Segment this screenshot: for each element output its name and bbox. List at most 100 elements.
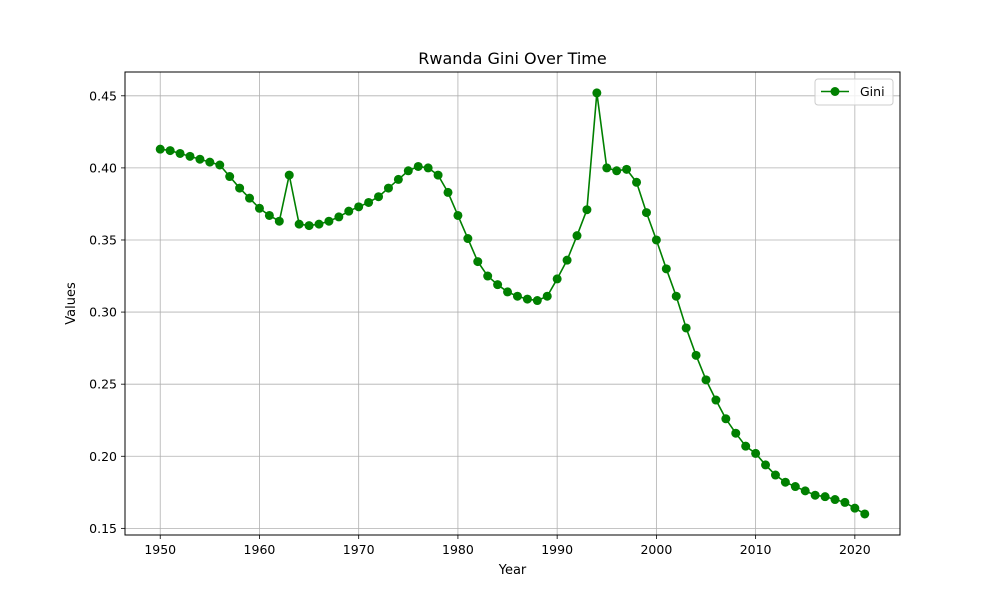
data-point <box>512 291 522 301</box>
data-point <box>770 470 780 480</box>
x-axis-label: Year <box>498 563 527 578</box>
data-point <box>711 395 721 405</box>
data-point <box>483 271 493 281</box>
data-point <box>810 490 820 500</box>
y-axis-label: Values <box>64 282 79 325</box>
data-point <box>235 183 245 193</box>
data-point <box>701 375 711 385</box>
data-point <box>155 144 165 154</box>
data-point <box>632 177 642 187</box>
data-point <box>245 193 255 203</box>
data-point <box>264 210 274 220</box>
data-point <box>503 287 513 297</box>
data-point <box>175 148 185 158</box>
data-point <box>671 291 681 301</box>
data-point <box>612 166 622 176</box>
data-point <box>622 164 632 174</box>
data-point <box>344 206 354 216</box>
data-point <box>800 486 810 496</box>
data-point <box>761 460 771 470</box>
data-point <box>493 280 503 290</box>
data-point <box>582 205 592 215</box>
legend-box <box>814 78 894 106</box>
data-point <box>562 255 572 265</box>
data-point <box>790 482 800 492</box>
data-point <box>443 187 453 197</box>
data-point <box>254 203 264 213</box>
data-point <box>681 323 691 333</box>
data-point <box>731 428 741 438</box>
data-point <box>185 151 195 161</box>
legend-label-gini: Gini <box>860 84 885 99</box>
data-point <box>334 212 344 222</box>
data-point <box>274 216 284 226</box>
data-point <box>780 477 790 487</box>
data-point <box>830 495 840 505</box>
data-point <box>284 170 294 180</box>
data-point <box>403 166 413 176</box>
data-point <box>205 157 215 167</box>
x-tick-label: 1980 <box>442 542 474 557</box>
x-tick-label: 1970 <box>343 542 375 557</box>
data-point <box>592 88 602 98</box>
legend-marker-swatch <box>830 87 840 96</box>
y-tick-label: 0.30 <box>89 305 117 320</box>
data-point <box>572 231 582 241</box>
data-point <box>165 146 175 156</box>
chart-title: Rwanda Gini Over Time <box>418 49 606 68</box>
data-point <box>840 497 850 507</box>
x-axis-ticks: 1950 1960 1970 1980 1990 2000 2010 2020 <box>144 535 871 557</box>
data-point <box>324 216 334 226</box>
series-gini <box>155 88 870 519</box>
data-point <box>751 448 761 458</box>
data-point <box>225 172 235 182</box>
y-tick-label: 0.15 <box>89 521 117 536</box>
data-point <box>195 154 205 164</box>
data-point <box>651 235 661 245</box>
data-point <box>661 264 671 274</box>
data-point <box>552 274 562 284</box>
data-point <box>354 202 364 212</box>
data-point <box>532 296 542 306</box>
x-tick-label: 2000 <box>640 542 672 557</box>
data-point <box>602 163 612 173</box>
data-point <box>820 492 830 502</box>
x-tick-label: 1990 <box>541 542 573 557</box>
data-point <box>374 192 384 202</box>
x-tick-label: 1960 <box>244 542 276 557</box>
data-point <box>860 509 870 519</box>
y-tick-label: 0.40 <box>89 160 117 175</box>
data-point <box>691 350 701 360</box>
grid <box>125 72 900 535</box>
data-point <box>364 197 374 207</box>
legend: Gini <box>814 78 894 106</box>
x-tick-label: 2020 <box>839 542 871 557</box>
data-point <box>453 210 463 220</box>
y-axis-ticks: 0.15 0.20 0.25 0.30 0.35 0.40 0.45 <box>89 88 125 536</box>
data-point <box>294 219 304 229</box>
data-point <box>314 219 324 229</box>
data-point <box>463 234 473 244</box>
data-point <box>304 221 314 231</box>
data-point <box>215 160 225 170</box>
data-point <box>393 174 403 184</box>
data-point <box>423 163 433 173</box>
data-point <box>433 170 443 180</box>
y-tick-label: 0.25 <box>89 377 117 392</box>
x-tick-label: 2010 <box>740 542 772 557</box>
data-point <box>522 294 532 304</box>
data-point <box>473 257 483 267</box>
y-tick-label: 0.20 <box>89 449 117 464</box>
data-point <box>721 414 731 424</box>
x-tick-label: 1950 <box>144 542 176 557</box>
data-point <box>383 183 393 193</box>
data-point <box>542 291 552 301</box>
data-point <box>741 441 751 451</box>
y-tick-label: 0.35 <box>89 232 117 247</box>
data-point <box>850 503 860 513</box>
data-point <box>641 208 651 218</box>
data-point <box>413 161 423 171</box>
y-tick-label: 0.45 <box>89 88 117 103</box>
